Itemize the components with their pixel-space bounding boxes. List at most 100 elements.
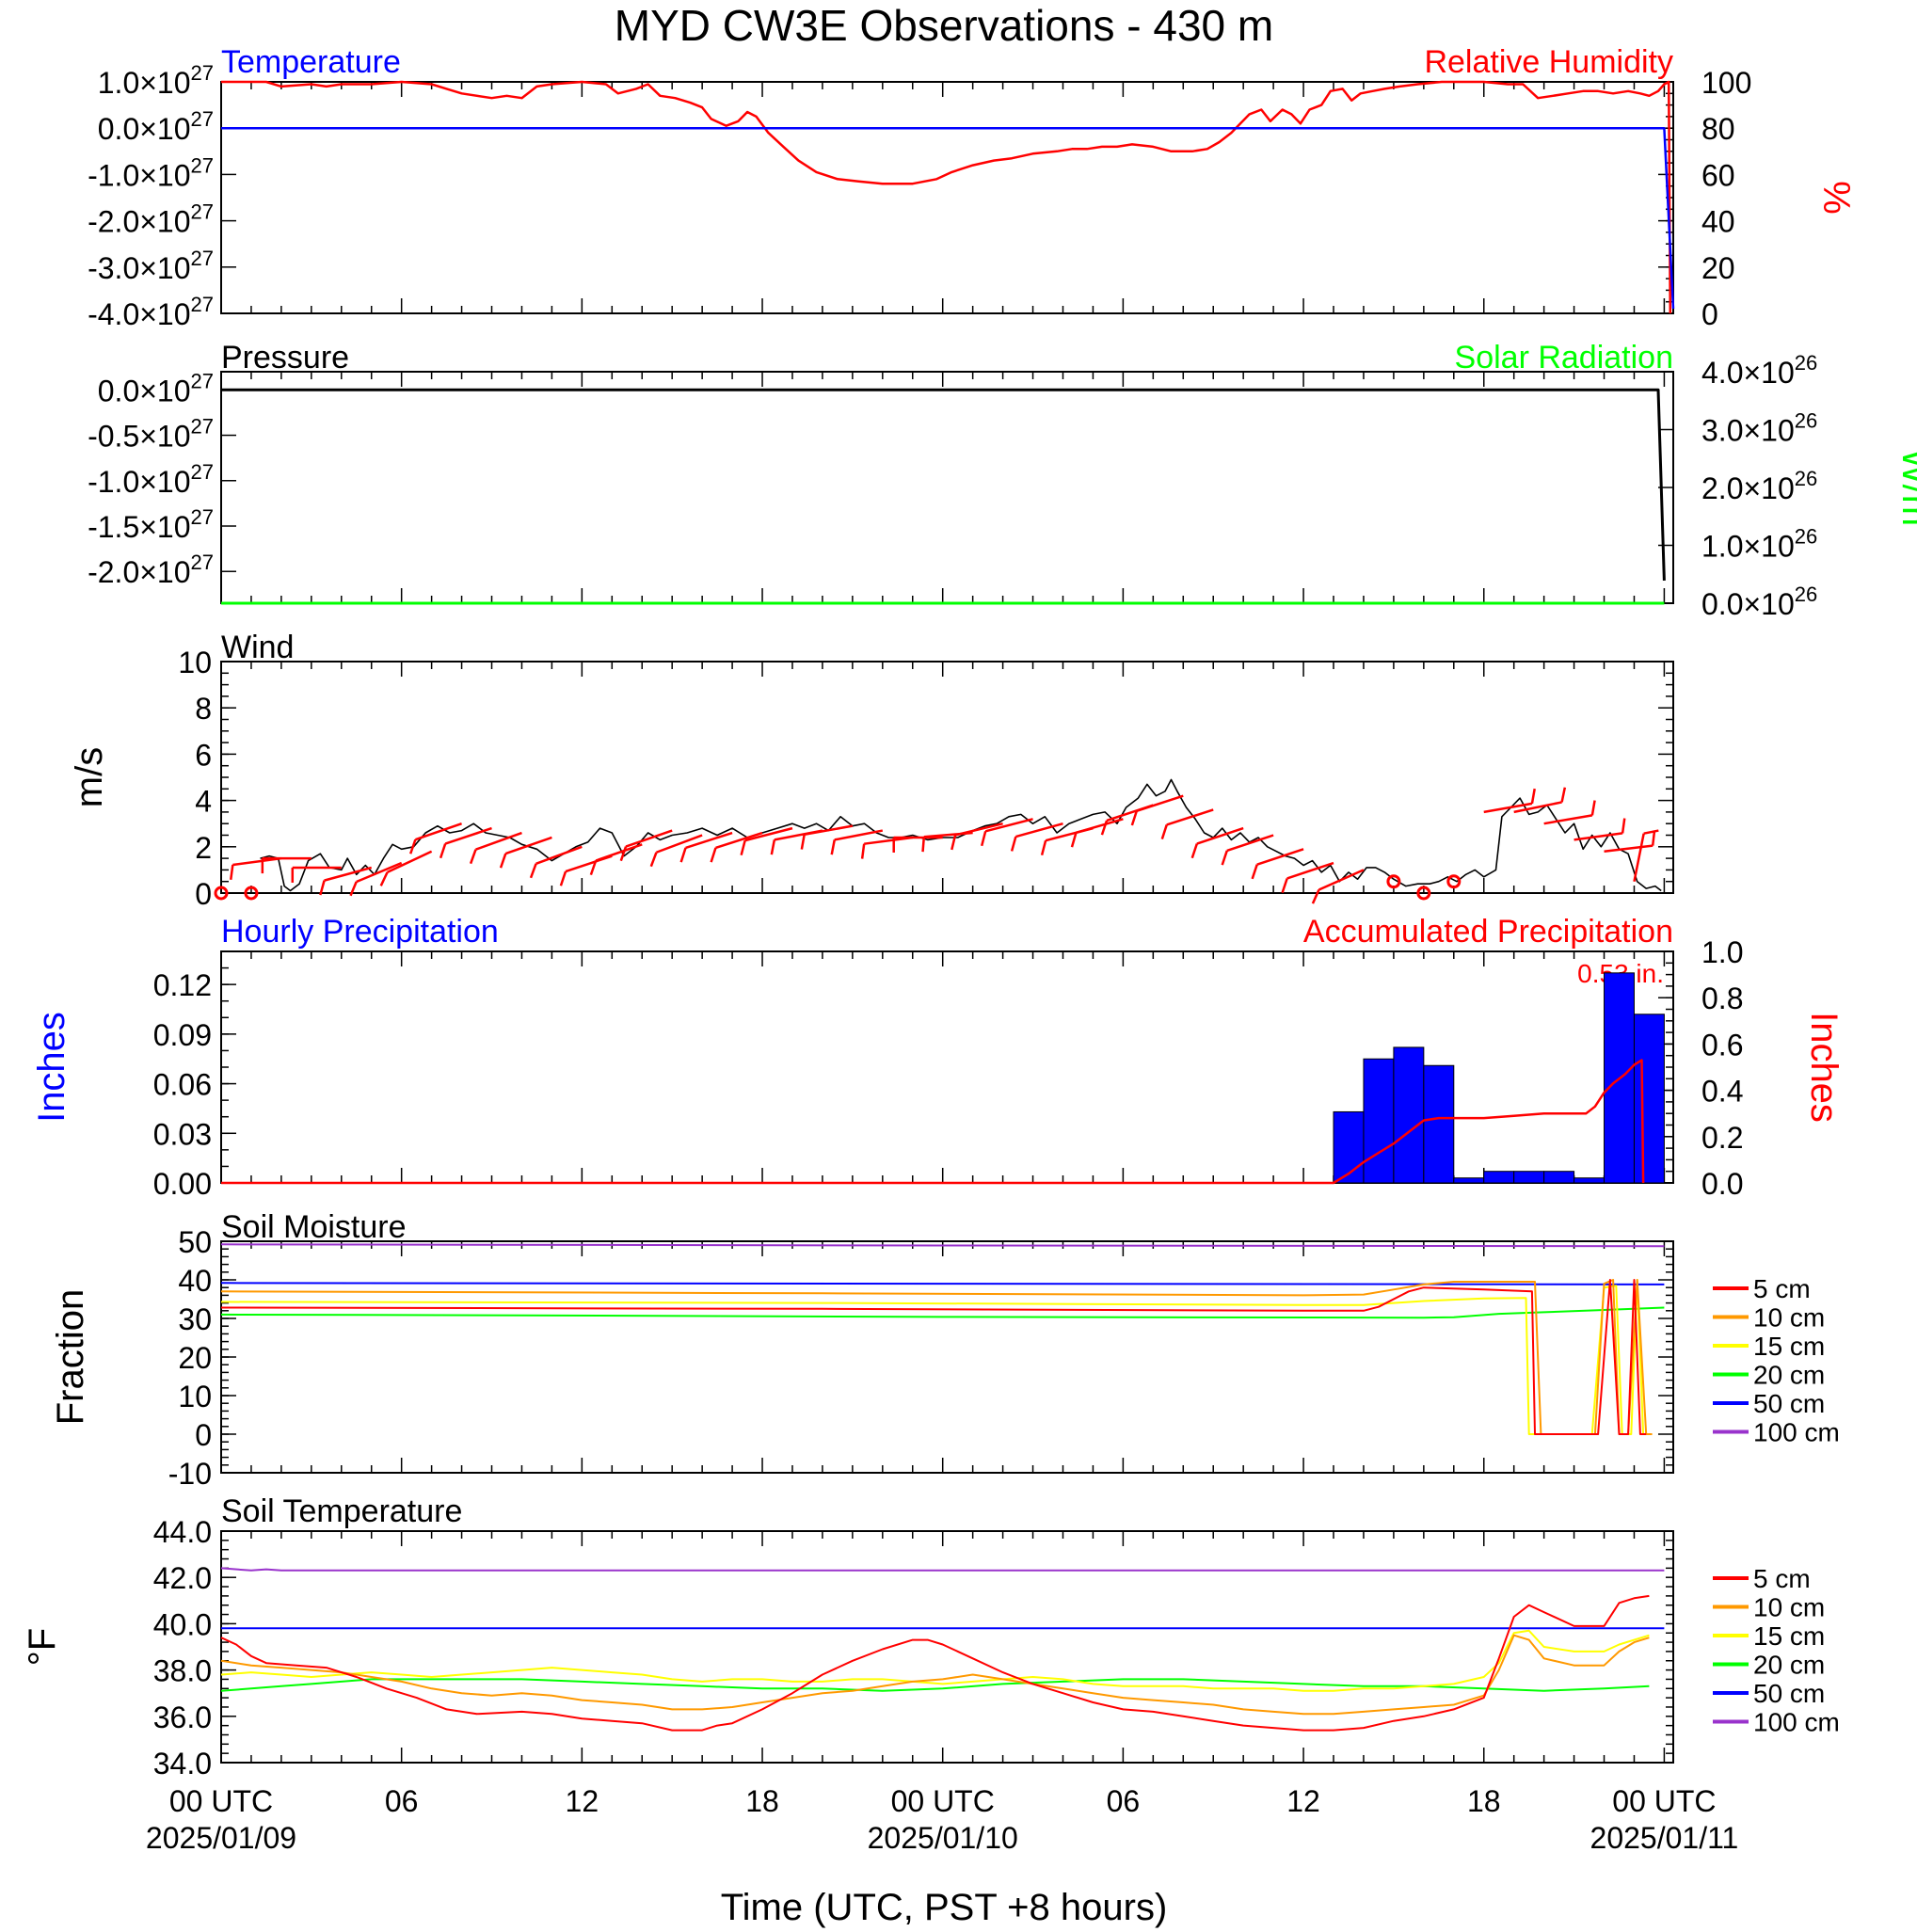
calm-wind-marker <box>1386 874 1401 889</box>
wind-barb <box>1633 833 1645 882</box>
hourly-precip-bar <box>1393 1046 1425 1184</box>
series-soil-moisture <box>220 1243 1665 1435</box>
x-tick-label: 12 <box>566 1784 599 1818</box>
wind-tick-label: 10 <box>178 646 212 679</box>
soil-moisture-line <box>220 1243 1665 1248</box>
wind-barb <box>504 836 552 855</box>
hourly-precip-tick-label: 0.03 <box>153 1117 212 1151</box>
wind-barb-flag <box>439 843 447 859</box>
panel-temperature-humidity: Temperature Relative Humidity % 1.0×1027… <box>88 44 1857 331</box>
hourly-precip-bar <box>1513 1171 1545 1184</box>
legend-label: 15 cm <box>1753 1621 1825 1651</box>
soil-temperature-tick-label: 34.0 <box>153 1747 212 1780</box>
wind-barb-flag <box>980 830 987 847</box>
wind-barb <box>475 831 522 851</box>
hourly-precip-axis-label: Inches <box>31 1012 72 1123</box>
wind-barb <box>834 829 884 841</box>
wind-barb-flag <box>1040 839 1047 855</box>
accum-precip-tick-label: 0.4 <box>1701 1075 1743 1109</box>
panel-soil-temperature: Soil Temperature °F 34.0 36.0 38.0 40.0 42.0… <box>22 1493 1840 1780</box>
soil-temperature-title: Soil Temperature <box>221 1493 462 1529</box>
wind-barb-flag <box>649 852 658 868</box>
wind-barb-flag <box>1190 843 1199 859</box>
wind-barb <box>387 850 433 873</box>
legend-label: 100 cm <box>1753 1708 1840 1737</box>
wind-tick-label: 6 <box>195 738 212 772</box>
soil-temperature-line <box>220 1678 1650 1692</box>
humidity-tick-label: 80 <box>1701 112 1735 146</box>
x-tick-label: 00 UTC <box>891 1784 995 1818</box>
x-tick-label: 06 <box>385 1784 419 1818</box>
hourly-precip-bar <box>1633 1014 1665 1184</box>
accum-precip-tick-label: 0.6 <box>1701 1028 1743 1062</box>
wind-barb-flag <box>860 843 866 859</box>
soil-moisture-title: Soil Moisture <box>221 1209 407 1245</box>
wind-barb-flag <box>1130 810 1139 826</box>
hourly-precip-title: Hourly Precipitation <box>221 914 499 950</box>
wind-barb-flag <box>229 864 234 880</box>
pressure-tick-label: -1.5×1027 <box>88 505 214 544</box>
hourly-precip-tick-label: 0.06 <box>153 1068 212 1102</box>
x-tick-date-label: 2025/01/11 <box>1590 1821 1739 1855</box>
hourly-precip-tick-label: 0.09 <box>153 1018 212 1052</box>
wind-barb <box>444 826 492 845</box>
wind-barb <box>1286 861 1334 880</box>
wind-tick-label: 2 <box>195 831 212 865</box>
solar-tick-label: 4.0×1026 <box>1701 351 1817 390</box>
soil-moisture-tick-label: 10 <box>178 1380 212 1413</box>
axis-ticks-soil-moisture: -10 0 10 20 30 40 50 <box>168 1225 1673 1491</box>
legend-label: 50 cm <box>1753 1389 1825 1418</box>
temperature-line <box>221 126 1675 310</box>
wind-barb <box>744 826 793 842</box>
wind-barb-flag <box>499 853 507 869</box>
solar-axis-label: W/m <box>1894 449 1917 526</box>
wind-barb <box>656 834 703 854</box>
chart-title: MYD CW3E Observations - 430 m <box>615 1 1273 50</box>
wind-title: Wind <box>221 630 294 665</box>
wind-tick-label: 0 <box>195 877 212 911</box>
humidity-tick-label: 0 <box>1701 297 1718 331</box>
solar-title: Solar Radiation <box>1455 340 1673 375</box>
accum-precip-tick-label: 1.0 <box>1701 935 1743 969</box>
wind-barb <box>1483 802 1533 814</box>
wind-barb <box>1543 814 1593 825</box>
wind-barb-flag <box>1621 818 1626 834</box>
wind-barb-flag <box>349 881 358 897</box>
hourly-precip-bar <box>1363 1058 1395 1184</box>
wind-barb-flag <box>710 847 717 863</box>
hourly-precip-bar <box>1423 1064 1455 1184</box>
wind-barb-flag <box>770 839 776 855</box>
x-tick-label: 12 <box>1286 1784 1320 1818</box>
soil-temperature-tick-label: 36.0 <box>153 1700 212 1734</box>
wind-barb-flag <box>1643 829 1659 835</box>
wind-barb <box>1513 801 1562 814</box>
x-tick-label: 18 <box>745 1784 779 1818</box>
wind-barb <box>1076 818 1124 834</box>
wind-barb-flag <box>830 839 836 855</box>
wind-barb-flag <box>379 871 389 886</box>
soil-temperature-tick-label: 40.0 <box>153 1607 212 1641</box>
legend-label: 20 cm <box>1753 1361 1825 1390</box>
x-tick-date-label: 2025/01/10 <box>868 1821 1018 1855</box>
temperature-tick-label: -4.0×1027 <box>88 293 214 331</box>
x-tick-label: 00 UTC <box>1612 1784 1716 1818</box>
legend-label: 5 cm <box>1753 1274 1811 1303</box>
accum-precip-tick-label: 0.2 <box>1701 1121 1743 1155</box>
x-tick-date-label: 2025/01/09 <box>146 1821 296 1855</box>
soil-moisture-tick-label: 0 <box>195 1418 212 1452</box>
x-axis-label: Time (UTC, PST +8 hours) <box>721 1887 1168 1928</box>
pressure-tick-label: -1.0×1027 <box>88 460 214 499</box>
legend-label: 50 cm <box>1753 1679 1825 1708</box>
soil-temperature-line <box>220 1567 1665 1572</box>
wind-barb-flag <box>469 849 477 865</box>
legend-label: 15 cm <box>1753 1332 1825 1361</box>
wind-barb-flag <box>1560 787 1567 803</box>
wind-barb-flag <box>559 870 567 886</box>
soil-moisture-tick-label: 40 <box>178 1264 212 1298</box>
axis-ticks-wind: 0 2 4 6 8 10 <box>178 646 1673 911</box>
wind-barb-flag <box>1311 889 1320 904</box>
